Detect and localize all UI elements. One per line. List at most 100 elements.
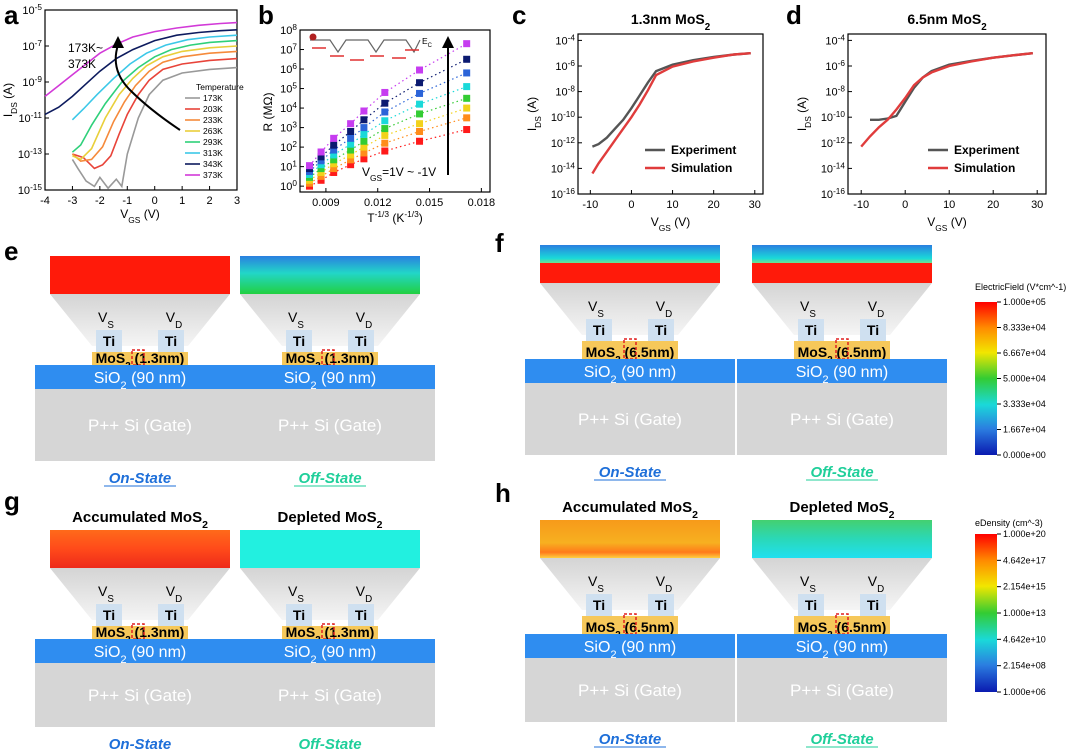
series-line-343K bbox=[44, 29, 238, 116]
data-point bbox=[330, 168, 338, 176]
field-map-slab bbox=[240, 256, 420, 294]
data-point bbox=[347, 120, 355, 128]
panel-label-c: c bbox=[512, 0, 526, 30]
drain-voltage-label: VD bbox=[166, 583, 182, 605]
sio2-layer bbox=[525, 634, 735, 658]
series-fit-line bbox=[309, 117, 467, 184]
legend-label: Simulation bbox=[671, 161, 732, 175]
gate-substrate bbox=[737, 383, 947, 455]
source-voltage-label: VS bbox=[288, 583, 304, 605]
x-tick-label: 30 bbox=[749, 199, 761, 211]
data-point bbox=[381, 117, 389, 125]
ti-contact-source bbox=[286, 604, 312, 626]
gate-label: P++ Si (Gate) bbox=[790, 410, 894, 429]
data-point bbox=[416, 89, 424, 97]
y-tick-label: 10-14 bbox=[821, 161, 846, 176]
zoom-funnel bbox=[240, 294, 420, 346]
section-header: Accumulated MoS2 bbox=[72, 509, 208, 531]
ti-contact-source bbox=[96, 604, 122, 626]
y-tick-label: 10-4 bbox=[825, 33, 845, 48]
ti-contact-drain bbox=[860, 319, 886, 341]
ti-contact-drain bbox=[860, 594, 886, 616]
series-line-233K bbox=[71, 50, 238, 163]
data-point bbox=[463, 114, 471, 122]
colorbar-tick-label: 1.667e+04 bbox=[1003, 425, 1046, 435]
colorbar-electric-field: ElectricField (V*cm^-1) 1.000e+05 8.333e+… bbox=[975, 282, 1066, 460]
mos2-layer bbox=[794, 616, 890, 634]
mos2-layer bbox=[282, 626, 378, 639]
data-point bbox=[463, 69, 471, 77]
series-line-263K bbox=[72, 45, 238, 161]
colorbar-tick-label: 1.000e+20 bbox=[1003, 529, 1046, 539]
ti-contact-drain bbox=[348, 604, 374, 626]
data-point bbox=[381, 125, 389, 133]
ti-contact-source bbox=[798, 319, 824, 341]
colorbar-h-bar bbox=[975, 534, 997, 692]
zoom-funnel bbox=[752, 283, 932, 335]
x-tick-label: 0.012 bbox=[364, 197, 392, 209]
field-map-slab-lower bbox=[540, 263, 720, 283]
ti-label-source: Ti bbox=[293, 607, 305, 623]
sio2-label: SiO2 (90 nm) bbox=[284, 370, 376, 392]
sio2-layer bbox=[35, 639, 245, 663]
data-point bbox=[360, 143, 368, 151]
source-voltage-label: VS bbox=[98, 309, 114, 331]
field-map-slab bbox=[752, 520, 932, 558]
legend-label: 343K bbox=[203, 159, 223, 169]
x-tick-label: 0.015 bbox=[416, 197, 444, 209]
annotation-line1: 173K~ bbox=[68, 41, 103, 55]
legend-label: 203K bbox=[203, 104, 223, 114]
data-point bbox=[330, 141, 338, 149]
series-line-373K bbox=[44, 21, 238, 98]
legend-label: 293K bbox=[203, 137, 223, 147]
series-line-simulation bbox=[591, 52, 751, 175]
colorbar-h-title: eDensity (cm^-3) bbox=[975, 518, 1043, 528]
x-tick-label: -3 bbox=[68, 195, 78, 207]
gate-substrate bbox=[225, 663, 435, 727]
chart-d: -10 0 10 20 30 10-16 10-14 10-12 10-10 10-8 10-6 10… bbox=[795, 11, 1047, 233]
plot-frame bbox=[44, 9, 238, 191]
data-point bbox=[360, 137, 368, 145]
panel-label-h: h bbox=[495, 478, 511, 508]
chart-a: -4 -3 -2 -1 0 1 2 3 10-15 10-13 10-11 10-9 10-7 10-5 V… bbox=[1, 3, 244, 226]
gate-substrate bbox=[525, 383, 735, 455]
sio2-label: SiO2 (90 nm) bbox=[284, 644, 376, 666]
sio2-layer bbox=[737, 359, 947, 383]
colorbar-tick-label: 8.333e+04 bbox=[1003, 323, 1046, 333]
mos2-layer bbox=[794, 341, 890, 359]
zoom-funnel bbox=[752, 558, 932, 610]
sio2-label: SiO2 (90 nm) bbox=[796, 639, 888, 661]
colorbar-tick-label: 0.000e+00 bbox=[1003, 450, 1046, 460]
section-header: Depleted MoS2 bbox=[789, 499, 894, 521]
drain-voltage-label: VD bbox=[656, 298, 672, 320]
data-point bbox=[330, 160, 338, 168]
source-voltage-label: VS bbox=[588, 298, 604, 320]
chart-title: 1.3nm MoS2 bbox=[631, 11, 711, 33]
data-point bbox=[463, 40, 471, 48]
data-point bbox=[317, 153, 325, 161]
sio2-label: SiO2 (90 nm) bbox=[94, 644, 186, 666]
colorbar-edensity: eDensity (cm^-3) 1.000e+20 4.642e+17 2.154… bbox=[975, 518, 1046, 697]
colorbar-tick-label: 3.333e+04 bbox=[1003, 399, 1046, 409]
ti-contact-source bbox=[798, 594, 824, 616]
zoom-funnel bbox=[240, 568, 420, 620]
series-line-203K bbox=[72, 57, 238, 170]
legend-label: 263K bbox=[203, 126, 223, 136]
y-tick-label: 10-13 bbox=[18, 147, 43, 162]
device-schematic: VSVDTiTiMoS2 (1.3nm)SiO2 (90 nm)P++ Si (… bbox=[35, 509, 245, 751]
y-tick-label: 101 bbox=[280, 159, 297, 174]
data-point bbox=[317, 168, 325, 176]
y-tick-label: 10-11 bbox=[18, 111, 42, 126]
x-tick-label: 20 bbox=[987, 199, 999, 211]
data-point bbox=[416, 127, 424, 135]
x-tick-label: -10 bbox=[582, 199, 598, 211]
y-tick-label: 104 bbox=[280, 101, 297, 116]
field-map-slab bbox=[50, 530, 230, 568]
data-point bbox=[330, 156, 338, 164]
on-state-label: On-State bbox=[109, 736, 172, 751]
gate-label: P++ Si (Gate) bbox=[578, 681, 682, 700]
field-map-slab bbox=[50, 256, 230, 294]
data-point bbox=[360, 155, 368, 163]
ti-contact-source bbox=[586, 319, 612, 341]
